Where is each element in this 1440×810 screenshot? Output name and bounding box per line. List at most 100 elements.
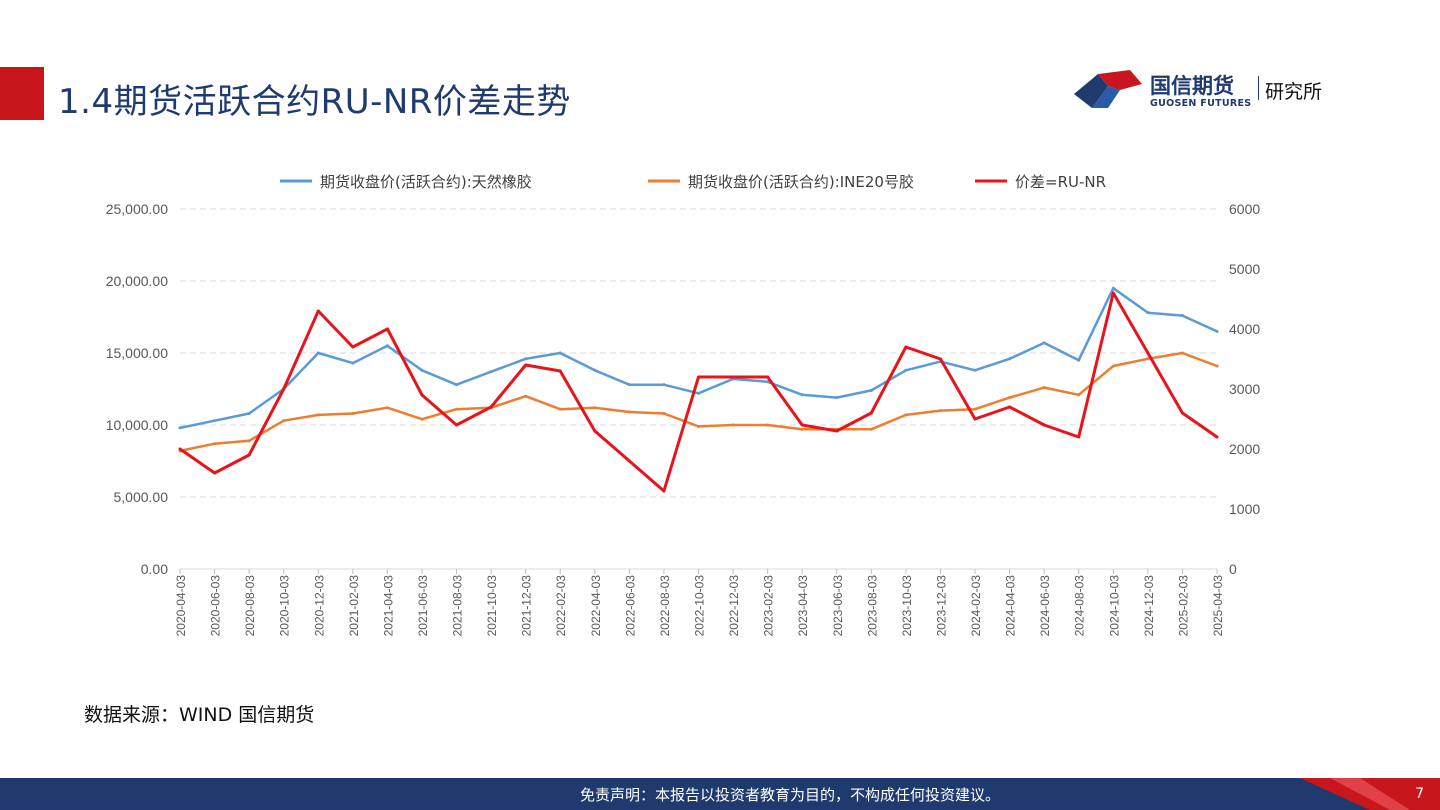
data-point [455,407,459,411]
series-line [179,351,1218,453]
data-point [247,439,251,443]
logo-subtitle: 研究所 [1265,81,1323,103]
x-tick-label: 2025-02-03 [1176,575,1190,637]
data-point [766,423,770,427]
data-point [558,407,562,411]
data-point [213,471,217,475]
data-point [697,424,700,428]
price-spread-chart: 0.00 5,000.00 10,000.00 15,000.00 20,000.00 2… [80,160,1260,670]
data-point [1146,351,1150,355]
data-point [800,427,804,431]
x-tick-label: 2020-04-03 [174,575,188,637]
y-left-tick-label: 25,000.00 [106,201,168,217]
data-point [627,383,631,387]
data-point [904,368,908,372]
x-tick-label: 2021-12-03 [520,575,534,637]
data-point [766,375,770,379]
x-tick-label: 2022-06-03 [623,575,637,637]
x-tick-label: 2021-02-03 [347,575,361,637]
data-point [627,410,631,414]
x-tick-label: 2024-06-03 [1038,575,1052,637]
data-point [1111,291,1115,295]
x-tick-label: 2021-10-03 [485,575,499,637]
data-point [385,406,389,410]
footer-red-accent [1300,778,1440,810]
x-tick-label: 2023-12-03 [934,575,948,637]
x-tick-label: 2021-08-03 [451,575,465,637]
x-tick-label: 2024-10-03 [1107,575,1121,637]
data-point [938,409,942,413]
y-right-tick-label: 0 [1229,561,1237,577]
page-title: 1.4期货活跃合约RU-NR价差走势 [58,82,571,122]
x-tick-label: 2020-08-03 [243,575,257,637]
data-point [1008,405,1012,409]
data-point [1146,311,1150,315]
data-point [1180,314,1184,318]
data-point [282,387,286,391]
data-point [247,411,251,415]
data-point [558,369,562,373]
data-point [420,368,424,372]
footer-disclaimer: 免责声明：本报告以投资者教育为目的，不构成任何投资建议。 [579,786,1000,804]
data-point [213,442,217,446]
data-point [524,394,528,398]
data-point [697,375,700,379]
data-source: 数据来源：WIND 国信期货 [84,704,315,726]
y-right-tick-label: 2000 [1229,441,1260,457]
data-point [835,396,839,400]
data-point [938,357,942,361]
data-point [800,423,804,427]
footer-bar [0,778,1440,810]
data-point [351,345,355,349]
data-point [1042,423,1046,427]
y-right-tick-label: 4000 [1229,321,1260,337]
data-point [385,327,389,331]
x-tick-label: 2022-04-03 [589,575,603,637]
data-point [662,411,666,415]
data-point [731,423,735,427]
y-left-tick-label: 5,000.00 [114,489,169,505]
x-tick-label: 2025-04-03 [1211,575,1225,637]
data-point [1146,357,1150,361]
data-point [1077,393,1081,397]
x-tick-label: 2020-10-03 [278,575,292,637]
data-point [766,380,770,384]
y-left-tick-label: 0.00 [141,561,168,577]
data-point [697,391,700,395]
x-tick-label: 2020-12-03 [312,575,326,637]
data-point [1215,435,1219,439]
data-point [385,344,389,348]
y-right-tick-label: 1000 [1229,501,1260,517]
legend-label: 价差=RU-NR [1015,173,1106,191]
y-right-tick-label: 3000 [1229,381,1260,397]
data-point [351,411,355,415]
data-point [973,407,977,411]
data-point [973,417,977,421]
data-point [1008,396,1012,400]
data-point [869,411,873,415]
x-tick-label: 2021-06-03 [416,575,430,637]
data-point [316,351,320,355]
data-point [627,459,631,463]
data-point [1111,286,1115,290]
data-point [1111,364,1115,368]
data-point [1008,357,1012,361]
title-accent-bar [0,67,44,120]
data-point [316,413,320,417]
x-tick-label: 2024-04-03 [1004,575,1018,637]
x-tick-label: 2023-04-03 [796,575,810,637]
data-point [455,423,459,427]
data-point [351,361,355,365]
data-point [420,393,424,397]
data-point [455,383,459,387]
x-tick-label: 2023-02-03 [762,575,776,637]
data-point [1215,364,1219,368]
chart-svg: 0.00 5,000.00 10,000.00 15,000.00 20,000.00 2… [106,173,1260,637]
data-point [1077,358,1081,362]
legend-label: 期货收盘价(活跃合约):INE20号胶 [688,173,914,191]
data-point [593,406,597,410]
page-number: 7 [1415,786,1424,802]
data-point [731,375,735,379]
data-point [1077,435,1081,439]
x-tick-label: 2024-12-03 [1142,575,1156,637]
